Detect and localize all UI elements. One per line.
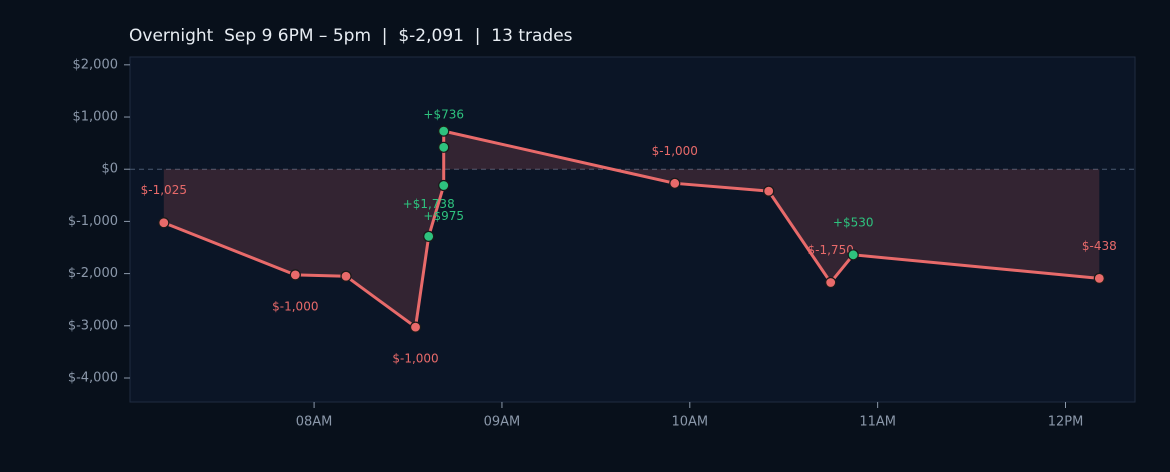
point-label: $-1,000 [272,299,318,313]
chart-title: Overnight Sep 9 6PM – 5pm | $-2,091 | 13… [129,26,573,46]
point [340,270,352,282]
point [438,125,450,137]
y-tick-label: $0 [101,162,118,177]
point [763,185,775,197]
x-tick-label: 11AM [859,415,896,430]
x-tick-label: 10AM [671,415,708,430]
point-label: +$736 [423,108,464,122]
point-label: $-1,025 [141,183,187,197]
y-tick-label: $-4,000 [68,370,118,385]
point [825,276,837,289]
point-label: $-438 [1082,239,1117,253]
point-label: $-1,000 [392,352,438,366]
y-tick-label: $2,000 [73,57,119,72]
area [163,131,1100,328]
x-tick-label: 08AM [296,415,333,430]
plot-area [129,56,1136,403]
point [158,217,170,229]
point-label: +$975 [423,209,464,223]
point [847,249,859,261]
point [423,230,435,242]
point [409,321,422,333]
point [438,141,450,153]
y-tick-label: $-2,000 [68,266,118,281]
y-tick-label: $-1,000 [68,214,118,229]
y-tick-label: $-3,000 [68,318,118,333]
x-tick-label: 12PM [1048,415,1084,430]
point-label: $-1,750 [808,243,854,257]
point [438,179,450,192]
point [669,177,681,189]
point [1093,272,1105,284]
point-label: +$530 [833,215,874,229]
point-label: +$1,738 [403,197,455,211]
point-label: $-1,000 [652,144,698,158]
x-tick-label: 09AM [484,415,521,430]
point [289,269,301,281]
y-tick-label: $1,000 [73,110,119,125]
